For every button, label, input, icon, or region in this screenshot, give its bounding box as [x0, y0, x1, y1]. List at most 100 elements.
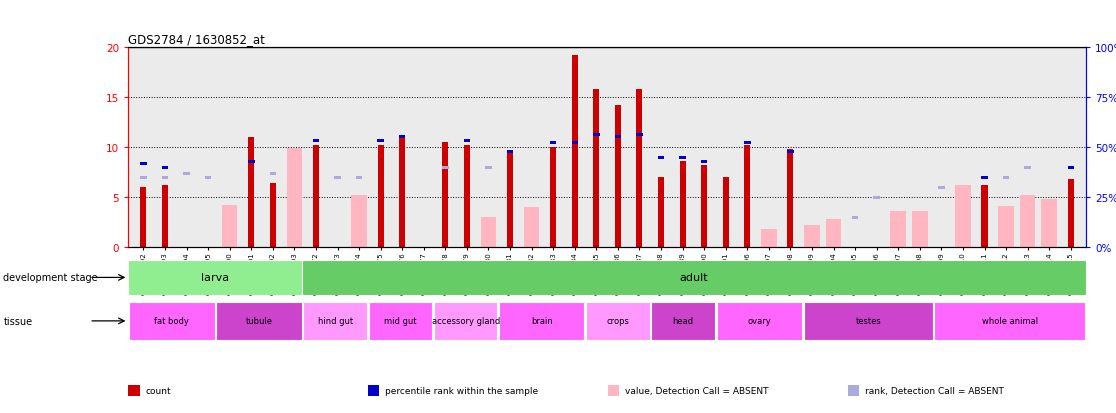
Bar	[874, 196, 879, 199]
Bar	[304, 302, 367, 340]
Bar	[312, 140, 319, 143]
Bar	[586, 302, 650, 340]
Bar	[999, 207, 1013, 248]
Bar	[217, 302, 301, 340]
Bar	[1041, 200, 1057, 248]
Bar	[248, 160, 254, 163]
Bar	[400, 138, 405, 248]
Bar	[1068, 166, 1074, 169]
Bar	[442, 166, 449, 169]
Bar	[183, 172, 190, 175]
Bar	[934, 302, 1085, 340]
Bar	[377, 140, 384, 143]
Bar	[594, 90, 599, 248]
Bar	[141, 162, 146, 165]
Bar	[499, 302, 585, 340]
Bar	[368, 302, 432, 340]
Text: development stage: development stage	[3, 273, 98, 283]
Bar	[1020, 196, 1036, 248]
Bar	[680, 156, 686, 159]
Bar	[550, 142, 557, 145]
Text: percentile rank within the sample: percentile rank within the sample	[385, 386, 538, 395]
Bar	[507, 150, 513, 153]
Bar	[852, 216, 858, 219]
Bar	[270, 184, 276, 248]
Text: value, Detection Call = ABSENT: value, Detection Call = ABSENT	[625, 386, 769, 395]
Bar	[356, 176, 363, 179]
Text: whole animal: whole animal	[982, 317, 1038, 325]
Text: adult: adult	[680, 273, 709, 283]
Bar	[826, 220, 841, 248]
Bar	[1003, 176, 1009, 179]
Bar	[141, 188, 146, 248]
Text: tissue: tissue	[3, 316, 32, 326]
Text: tubule: tubule	[246, 317, 272, 325]
Bar	[657, 156, 664, 159]
Bar	[463, 140, 470, 143]
Bar	[636, 90, 643, 248]
Bar	[787, 150, 793, 153]
Bar	[442, 142, 449, 248]
Text: crops: crops	[607, 317, 629, 325]
Bar	[680, 161, 685, 248]
Bar	[593, 134, 599, 137]
Bar	[744, 142, 751, 145]
Bar	[636, 134, 643, 137]
Text: count: count	[145, 386, 171, 395]
Bar	[205, 176, 211, 179]
Text: GDS2784 / 1630852_at: GDS2784 / 1630852_at	[128, 33, 266, 46]
Bar	[507, 153, 513, 248]
Bar	[222, 206, 238, 248]
Bar	[481, 218, 497, 248]
Text: brain: brain	[531, 317, 552, 325]
Bar	[701, 160, 708, 163]
Bar	[615, 106, 620, 248]
Bar	[981, 176, 988, 179]
Bar	[287, 149, 302, 248]
Text: ovary: ovary	[748, 317, 771, 325]
Text: larva: larva	[201, 273, 230, 283]
Bar	[939, 186, 944, 189]
Bar	[434, 302, 498, 340]
Bar	[891, 212, 906, 248]
Bar	[571, 142, 578, 145]
Text: head: head	[673, 317, 694, 325]
Bar	[1068, 180, 1074, 248]
Bar	[141, 176, 146, 179]
Text: testes: testes	[855, 317, 882, 325]
Bar	[523, 208, 539, 248]
Bar	[955, 186, 971, 248]
Bar	[912, 212, 927, 248]
Bar	[162, 176, 169, 179]
Bar	[652, 302, 715, 340]
Bar	[981, 186, 988, 248]
Bar	[335, 176, 340, 179]
Bar	[550, 148, 556, 248]
Bar	[312, 146, 319, 248]
Bar	[761, 230, 777, 248]
Bar	[128, 260, 302, 295]
Bar	[744, 146, 750, 248]
Bar	[571, 55, 578, 248]
Bar	[716, 302, 802, 340]
Bar	[400, 136, 405, 139]
Bar	[464, 146, 470, 248]
Bar	[805, 226, 820, 248]
Text: mid gut: mid gut	[384, 317, 416, 325]
Bar	[129, 302, 214, 340]
Bar	[701, 166, 708, 248]
Bar	[658, 178, 664, 248]
Bar	[788, 150, 793, 248]
Bar	[248, 138, 254, 248]
Bar	[723, 178, 729, 248]
Bar	[352, 196, 367, 248]
Text: rank, Detection Call = ABSENT: rank, Detection Call = ABSENT	[865, 386, 1003, 395]
Bar	[270, 172, 276, 175]
Text: fat body: fat body	[154, 317, 190, 325]
Bar	[804, 302, 933, 340]
Text: hind gut: hind gut	[318, 317, 353, 325]
Bar	[162, 186, 169, 248]
Bar	[377, 146, 384, 248]
Text: accessory gland: accessory gland	[432, 317, 500, 325]
Bar	[162, 166, 169, 169]
